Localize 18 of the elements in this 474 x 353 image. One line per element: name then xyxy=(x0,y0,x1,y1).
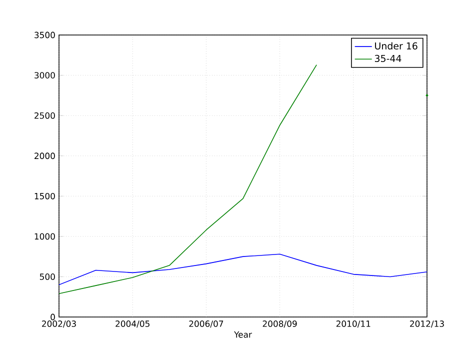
legend-label: 35-44 xyxy=(374,54,402,62)
line-series xyxy=(59,254,428,286)
x-tick-label: 2008/09 xyxy=(262,320,297,328)
x-tick-label: 2012/13 xyxy=(410,320,444,328)
x-axis-title: Year xyxy=(234,331,252,338)
y-tick-label: 1000 xyxy=(34,233,55,240)
y-tick-label: 2500 xyxy=(34,112,55,119)
x-tick-label: 2006/07 xyxy=(189,320,224,328)
y-tick-label: 3000 xyxy=(34,72,55,78)
x-tick-label: 2010/11 xyxy=(336,320,370,328)
y-tick-label: 500 xyxy=(40,274,55,280)
legend-label: Under 16 xyxy=(375,42,418,50)
y-tick-label: 3500 xyxy=(34,32,55,38)
y-tick-label: 2000 xyxy=(34,152,55,160)
y-tick-label: 0 xyxy=(50,314,55,320)
x-tick-label: 2004/05 xyxy=(116,320,150,328)
y-tick-label: 1500 xyxy=(34,192,55,200)
x-tick-label: 2002/03 xyxy=(42,320,76,328)
